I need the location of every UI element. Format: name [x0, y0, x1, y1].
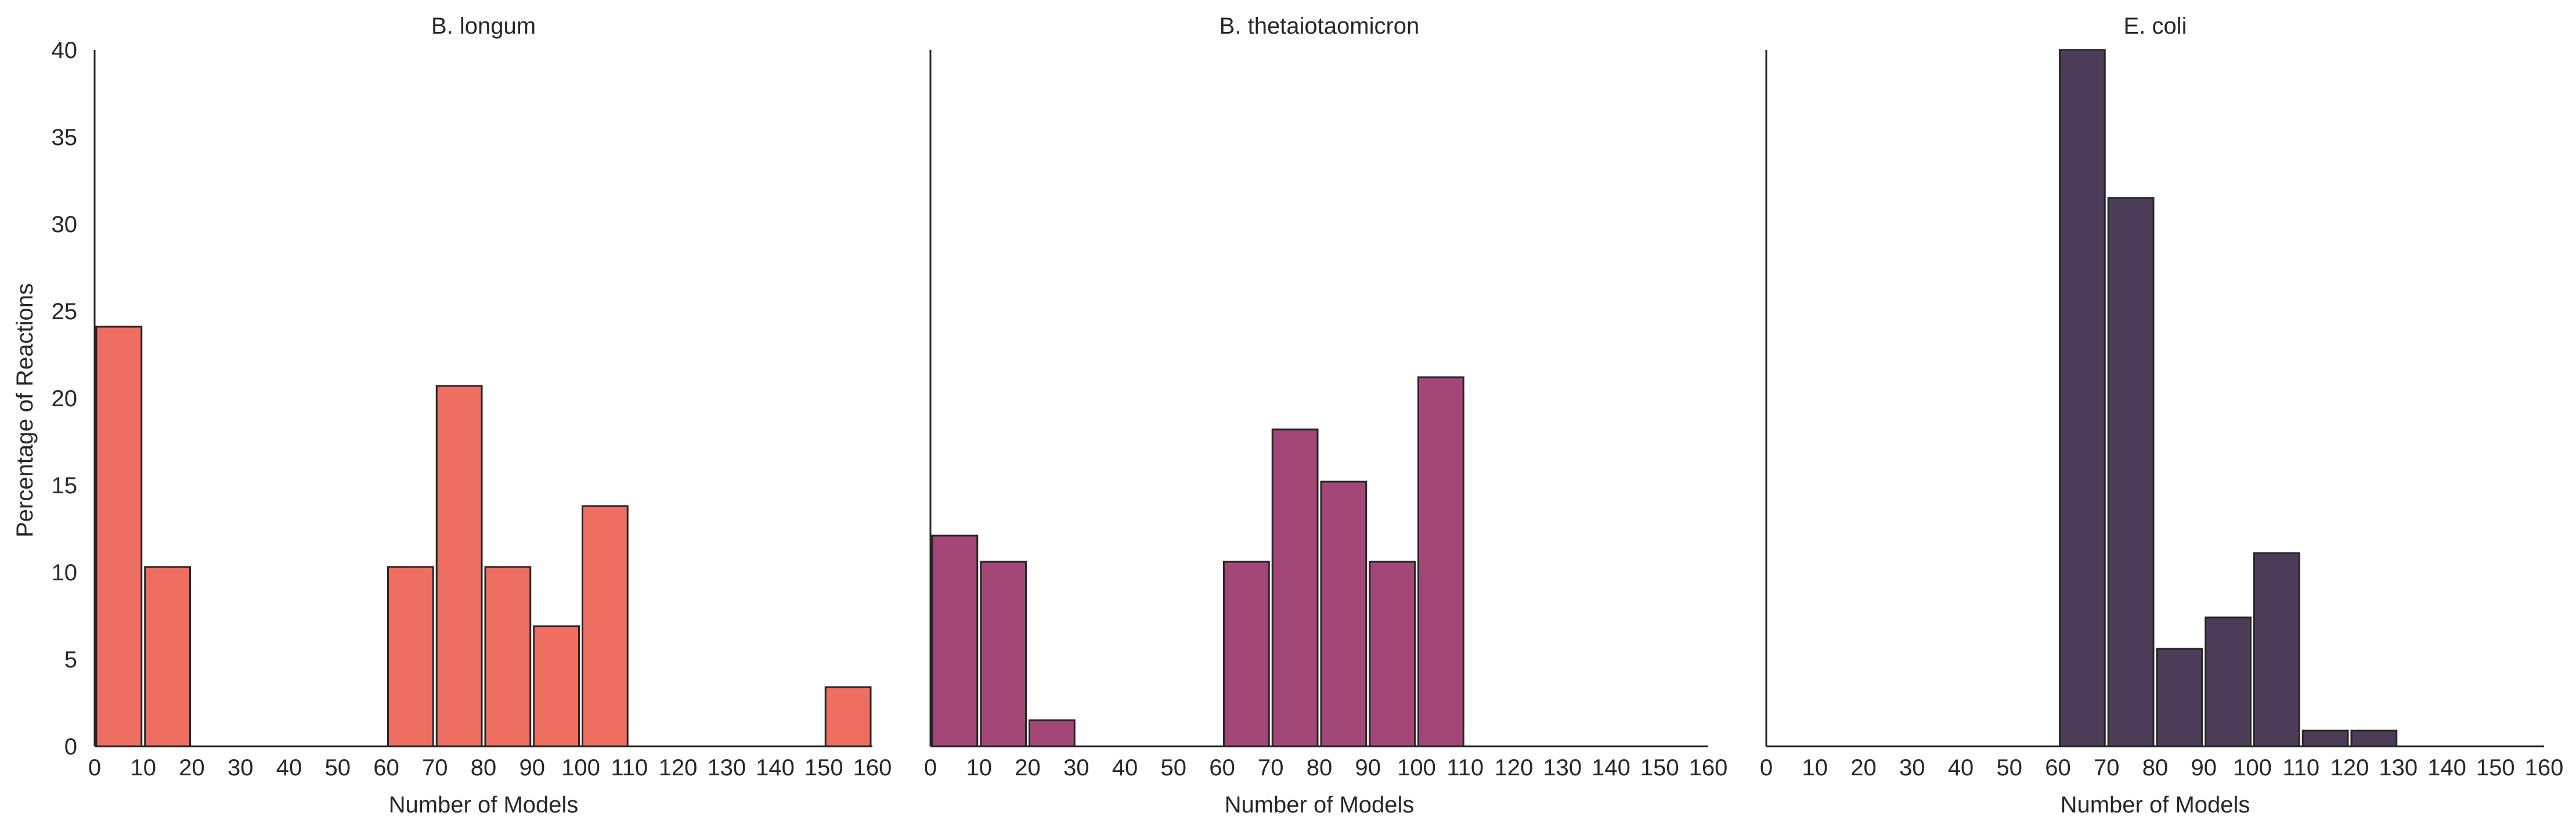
y-axis-label: Percentage of Reactions: [12, 283, 38, 537]
histogram-bar: [95, 326, 143, 747]
x-tick-label: 30: [228, 755, 254, 781]
x-tick-label: 50: [1161, 755, 1187, 781]
x-axis-label: Number of Models: [2061, 792, 2250, 818]
x-tick-label: 120: [659, 755, 698, 781]
histogram-bar: [1369, 561, 1416, 747]
x-tick-label: 40: [1948, 755, 1974, 781]
panel-title: B. longum: [431, 13, 536, 39]
x-tick-label: 0: [88, 755, 101, 781]
histogram-bar: [1223, 561, 1270, 747]
x-tick-label: 90: [2191, 755, 2217, 781]
x-tick-label: 80: [1307, 755, 1333, 781]
x-tick-label: 80: [471, 755, 497, 781]
histogram-bar: [1029, 719, 1076, 747]
x-tick-label: 0: [1760, 755, 1773, 781]
x-axis-label: Number of Models: [389, 792, 579, 818]
x-tick-label: 20: [1850, 755, 1877, 781]
x-tick-label: 20: [1015, 755, 1041, 781]
x-tick-label: 140: [756, 755, 795, 781]
x-tick-label: 30: [1063, 755, 1089, 781]
x-tick-label: 90: [519, 755, 546, 781]
y-tick-label: 40: [52, 38, 78, 63]
panel-title: E. coli: [2124, 13, 2187, 39]
histogram-bar: [2059, 49, 2106, 747]
x-tick-label: 80: [2142, 755, 2169, 781]
x-tick-label: 30: [1899, 755, 1925, 781]
x-tick-label: 150: [2476, 755, 2515, 781]
histogram-bar: [824, 686, 872, 747]
x-tick-label: 160: [2525, 755, 2564, 781]
histogram-bar: [2350, 729, 2398, 747]
histogram-bar: [2156, 648, 2203, 747]
x-axis-label: Number of Models: [1225, 792, 1415, 818]
histogram-bar: [980, 561, 1027, 747]
histogram-bar: [387, 566, 434, 747]
x-tick-label: 10: [1802, 755, 1828, 781]
histogram-bar: [144, 566, 191, 747]
y-tick-label: 25: [52, 299, 78, 324]
histogram-bar: [2205, 616, 2252, 747]
x-tick-label: 150: [1640, 755, 1679, 781]
histogram-bar: [484, 566, 532, 747]
x-tick-label: 10: [131, 755, 157, 781]
histogram-bar: [931, 534, 979, 747]
histogram-bar: [2107, 197, 2155, 747]
x-tick-label: 0: [924, 755, 937, 781]
x-tick-label: 130: [2379, 755, 2418, 781]
y-tick-label: 15: [52, 473, 78, 499]
x-tick-label: 160: [853, 755, 892, 781]
x-tick-label: 160: [1689, 755, 1728, 781]
histogram-bar: [582, 505, 629, 747]
y-tick-label: 0: [64, 734, 77, 760]
x-tick-label: 130: [707, 755, 746, 781]
x-tick-label: 60: [1209, 755, 1235, 781]
x-tick-label: 70: [1258, 755, 1284, 781]
histogram-bar: [1271, 428, 1319, 747]
x-tick-label: 110: [1446, 755, 1484, 781]
histogram-bar: [2301, 729, 2349, 747]
x-tick-label: 50: [325, 755, 351, 781]
x-tick-label: 50: [1997, 755, 2023, 781]
x-tick-label: 120: [1495, 755, 1534, 781]
x-tick-label: 90: [1355, 755, 1381, 781]
x-tick-label: 70: [2094, 755, 2120, 781]
histogram-bar: [1320, 481, 1368, 747]
x-tick-label: 100: [1397, 755, 1436, 781]
x-tick-label: 110: [611, 755, 648, 781]
y-tick-label: 10: [52, 560, 78, 586]
x-tick-label: 140: [1592, 755, 1630, 781]
histogram-bar: [2253, 552, 2300, 747]
x-tick-label: 110: [2282, 755, 2319, 781]
x-tick-label: 60: [2045, 755, 2071, 781]
x-tick-label: 150: [804, 755, 843, 781]
x-tick-label: 120: [2330, 755, 2369, 781]
x-tick-label: 70: [422, 755, 448, 781]
y-tick-label: 20: [52, 386, 78, 411]
y-tick-label: 5: [64, 647, 77, 673]
y-tick-label: 30: [52, 212, 78, 237]
x-tick-label: 140: [2427, 755, 2466, 781]
histogram-bar: [533, 625, 580, 747]
panel-title: B. thetaiotaomicron: [1220, 13, 1420, 39]
x-tick-label: 60: [373, 755, 399, 781]
x-tick-label: 130: [1543, 755, 1582, 781]
x-tick-label: 20: [179, 755, 205, 781]
x-tick-label: 40: [1112, 755, 1138, 781]
y-tick-label: 35: [52, 125, 78, 150]
histogram-bar: [435, 385, 483, 747]
x-tick-label: 100: [561, 755, 600, 781]
x-tick-label: 40: [276, 755, 302, 781]
histogram-bar: [1417, 376, 1464, 747]
x-tick-label: 100: [2233, 755, 2272, 781]
x-tick-label: 10: [966, 755, 993, 781]
